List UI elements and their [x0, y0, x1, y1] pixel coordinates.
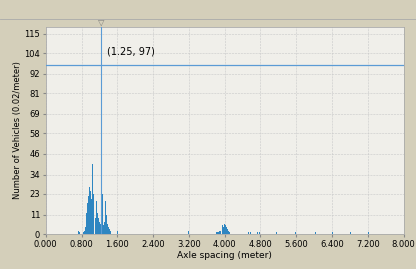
Bar [95, 218, 96, 234]
Bar [88, 196, 89, 234]
Bar [103, 224, 104, 234]
Bar [368, 232, 369, 234]
Y-axis label: Number of Vehicles (0.02/meter): Number of Vehicles (0.02/meter) [12, 62, 22, 199]
Bar [97, 213, 98, 234]
X-axis label: Axle spacing (meter): Axle spacing (meter) [177, 251, 272, 260]
Bar [332, 232, 333, 234]
Bar [276, 232, 277, 234]
Bar [94, 213, 95, 234]
Bar [98, 218, 99, 234]
Bar [224, 224, 225, 234]
Bar [216, 232, 217, 234]
Bar [217, 232, 218, 234]
Bar [83, 232, 84, 234]
Bar [110, 231, 111, 234]
Bar [86, 220, 87, 234]
Bar [85, 227, 86, 234]
Bar [101, 34, 102, 234]
Bar [218, 232, 219, 234]
Bar [331, 232, 332, 234]
Bar [229, 232, 230, 234]
Bar [289, 232, 290, 234]
Bar [108, 227, 109, 234]
Bar [250, 232, 251, 234]
Bar [79, 232, 80, 234]
Bar [188, 231, 189, 234]
Bar [259, 232, 260, 234]
Bar [91, 199, 92, 234]
Bar [226, 227, 227, 234]
Bar [295, 232, 296, 234]
Bar [222, 227, 223, 234]
Bar [248, 232, 249, 234]
Text: ▽: ▽ [98, 18, 104, 27]
Bar [227, 229, 228, 234]
Bar [225, 225, 226, 234]
Bar [350, 232, 351, 234]
Bar [109, 229, 110, 234]
Bar [228, 231, 229, 234]
Bar [89, 187, 90, 234]
Bar [117, 231, 118, 234]
Bar [87, 203, 88, 234]
Bar [315, 232, 316, 234]
Bar [104, 222, 105, 234]
Bar [223, 227, 224, 234]
Bar [107, 224, 108, 234]
Bar [105, 201, 106, 234]
Bar [93, 194, 94, 234]
Text: (1.25, 97): (1.25, 97) [107, 47, 155, 57]
Bar [219, 231, 220, 234]
Bar [220, 229, 221, 234]
Bar [90, 190, 91, 234]
Bar [99, 222, 100, 234]
Bar [100, 224, 101, 234]
Bar [92, 164, 93, 234]
Bar [106, 215, 107, 234]
Bar [77, 232, 78, 234]
